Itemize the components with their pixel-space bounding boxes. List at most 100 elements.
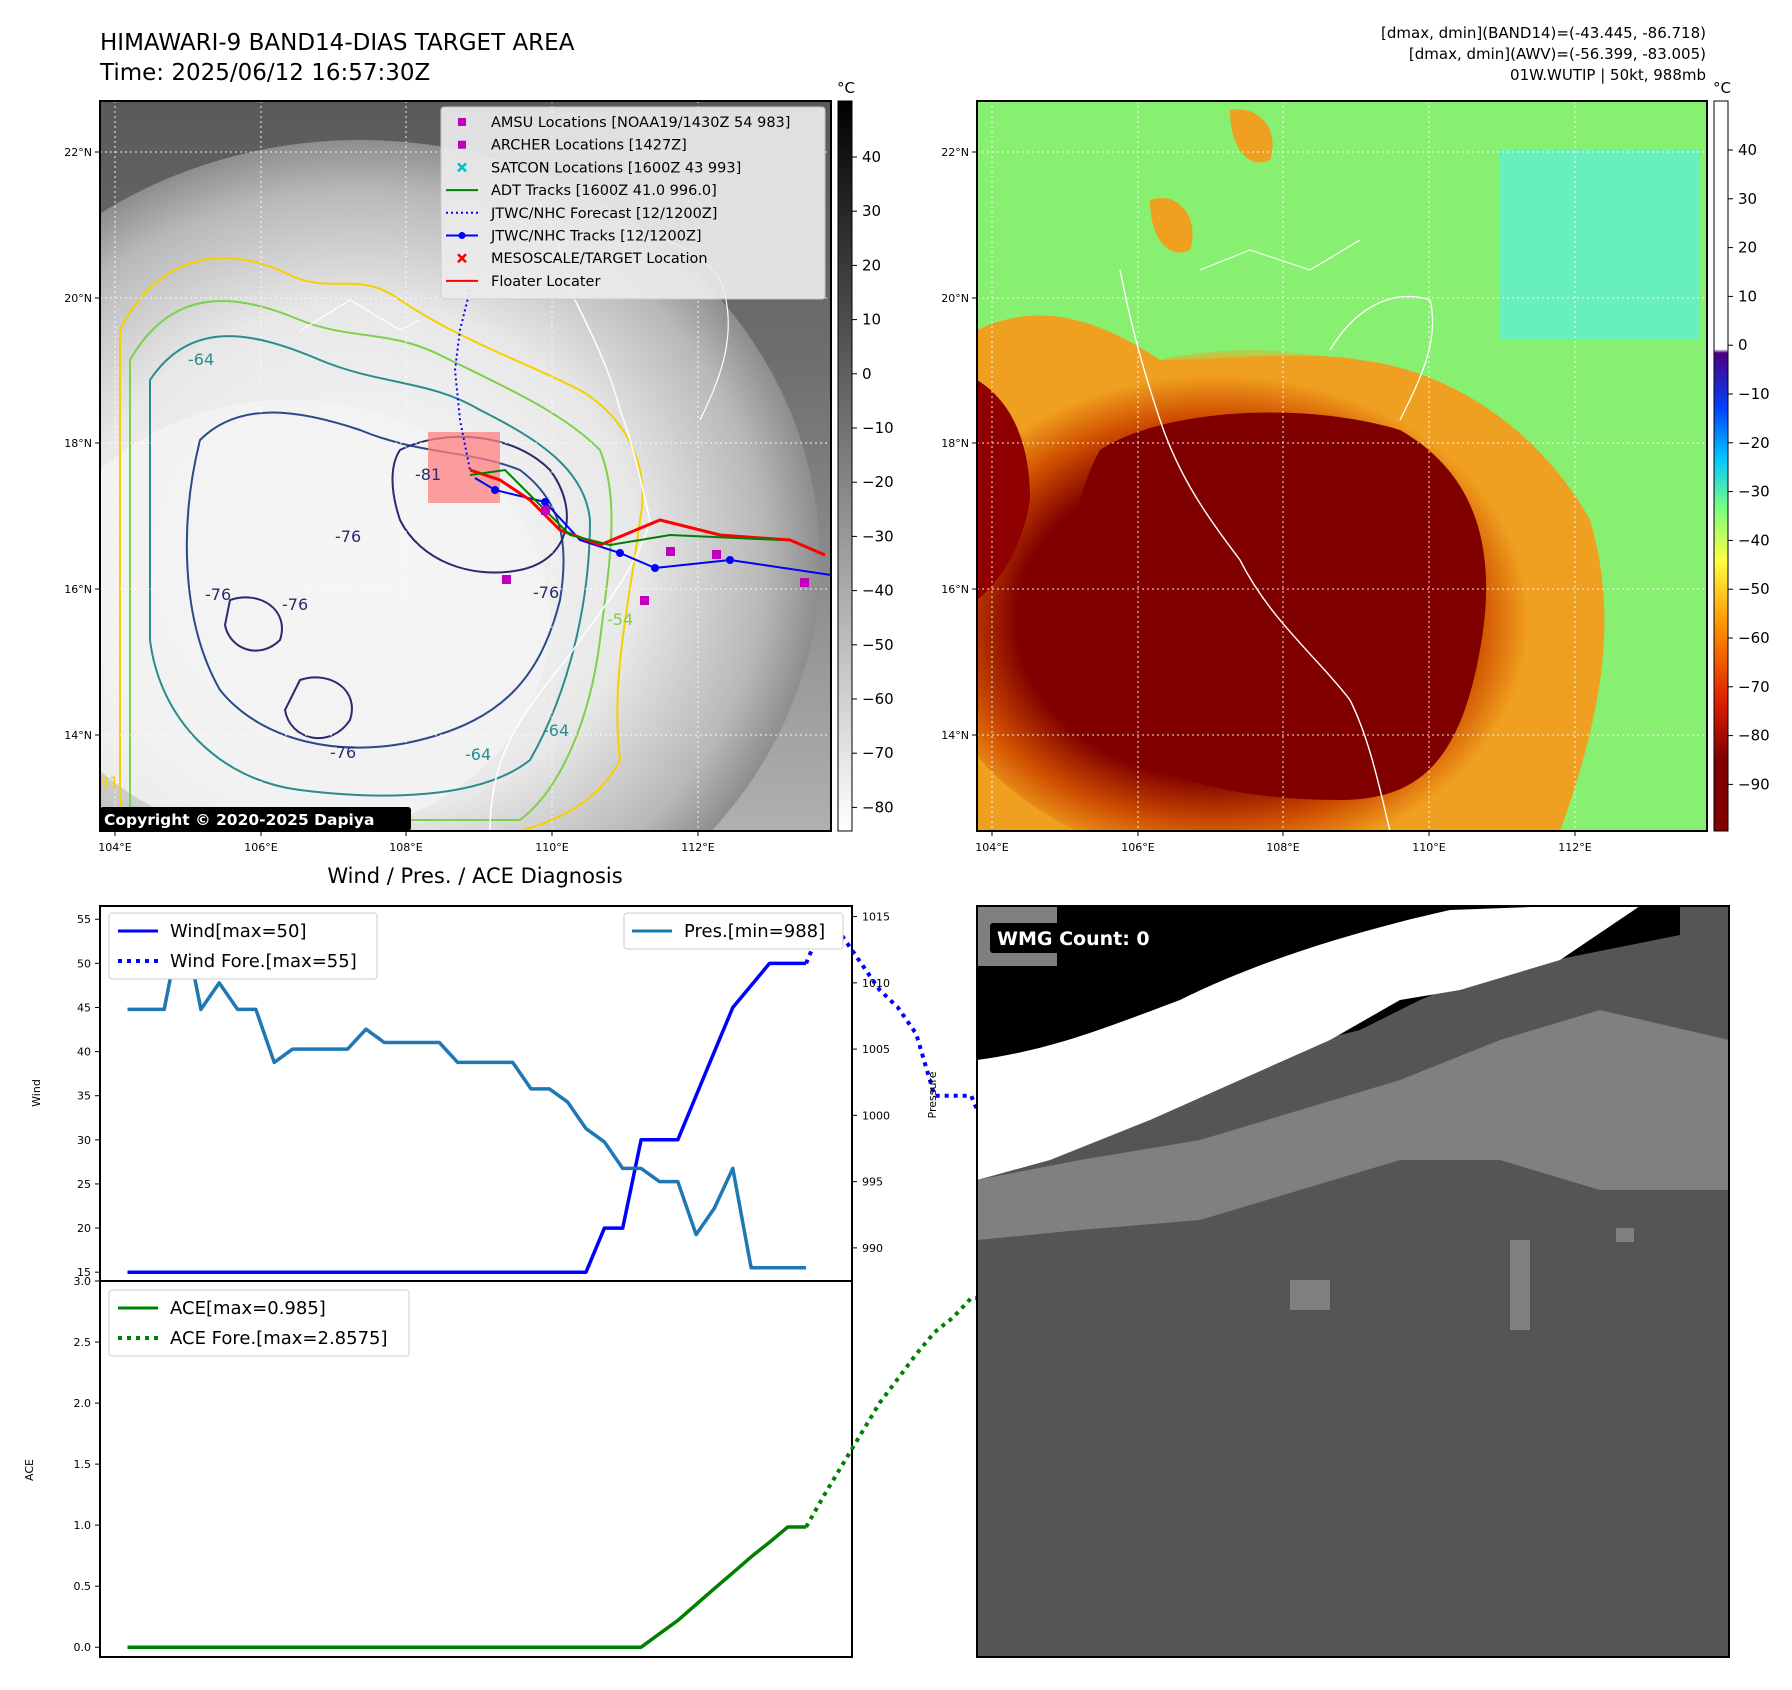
colorbar-tick-label: −60 <box>862 690 894 708</box>
legend-marker <box>458 140 466 149</box>
lon-tick-label: 110°E <box>1412 841 1445 854</box>
colorbar-tick-label: −90 <box>1738 775 1770 793</box>
awv-colorbar-unit: °C <box>1713 79 1731 97</box>
colorbar-tick-label: −70 <box>1738 678 1770 696</box>
pressure-tick-label: 990 <box>862 1242 883 1255</box>
lon-tick-label: 112°E <box>681 841 714 854</box>
colorbar-tick-label: −80 <box>1738 727 1770 745</box>
contour-label: -64 <box>543 721 569 740</box>
contour-label: -76 <box>282 595 308 614</box>
colorbar-tick-label: −20 <box>862 473 894 491</box>
contour-label: -64 <box>188 350 214 369</box>
lat-tick-label: 16°N <box>64 583 92 596</box>
wmg-count-label: WMG Count: 0 <box>997 928 1150 950</box>
ir-colorbar-unit: °C <box>837 79 855 97</box>
adt-track <box>469 468 781 547</box>
info-storm: 01W.WUTIP | 50kt, 988mb <box>1510 66 1706 84</box>
legend-marker <box>457 253 467 264</box>
legend-pressure: Pres.[min=988] <box>684 921 825 942</box>
legend-label: ARCHER Locations [1427Z] <box>491 138 687 154</box>
ace-tick-label: 0.0 <box>74 1641 92 1654</box>
wmg-panel: WMG Count: 0 <box>976 905 1730 1658</box>
colorbar-tick-label: 30 <box>1738 190 1757 208</box>
colorbar-tick-label: −60 <box>1738 629 1770 647</box>
colorbar-tick-label: −40 <box>1738 531 1770 549</box>
legend-label: JTWC/NHC Forecast [12/1200Z] <box>490 206 717 222</box>
diagnosis-title: Wind / Pres. / ACE Diagnosis <box>327 864 622 888</box>
lat-tick-label: 14°N <box>64 729 92 742</box>
contour-label: -76 <box>335 527 361 546</box>
wind-legend: Wind[max=50] Wind Fore.[max=55] <box>108 912 378 980</box>
colorbar-tick-label: −80 <box>862 798 894 816</box>
lat-tick-label: 22°N <box>64 146 92 159</box>
legend-entry: Floater Locater <box>446 274 600 290</box>
lat-tick-label: 16°N <box>941 583 969 596</box>
lon-tick-label: 108°E <box>1266 841 1299 854</box>
colorbar-tick-label: −10 <box>1738 385 1770 403</box>
wind-tick-label: 45 <box>77 1001 91 1014</box>
contour-label: -81 <box>415 465 441 484</box>
wind-tick-label: 40 <box>77 1046 91 1059</box>
pressure-tick-label: 995 <box>862 1176 883 1189</box>
lat-tick-label: 18°N <box>64 437 92 450</box>
colorbar-tick-label: 0 <box>1738 336 1748 354</box>
colorbar-tick-label: −50 <box>862 636 894 654</box>
contour-label: -76 <box>205 585 231 604</box>
pressure-tick-label: 1015 <box>862 911 890 924</box>
ace-tick-label: 1.0 <box>74 1519 92 1532</box>
legend-entry: SATCON Locations [1600Z 43 993] <box>457 160 741 176</box>
legend-label: Floater Locater <box>491 274 600 290</box>
legend-marker <box>457 162 467 173</box>
info-awv-range: [dmax, dmin](AWV)=(-56.399, -83.005) <box>1409 45 1706 63</box>
contour-labels: -81 -76 -76 -76 -76 -76 -64 -64 -54 -64 … <box>93 350 633 792</box>
ace-line <box>127 1525 807 1649</box>
wind-tick-label: 50 <box>77 957 91 970</box>
lon-tick-label: 112°E <box>1558 841 1591 854</box>
lon-tick-label: 104°E <box>975 841 1008 854</box>
pressure-axis-label: Pressure <box>926 1071 939 1118</box>
copyright-label: Copyright © 2020-2025 Dapiya <box>104 811 374 829</box>
wind-tick-label: 55 <box>77 913 91 926</box>
legend-label: ADT Tracks [1600Z 41.0 996.0] <box>491 183 717 199</box>
jtwc-forecast-track <box>453 289 471 471</box>
legend-marker-dot <box>458 232 466 239</box>
awv-map-panel: 104°E 106°E 108°E 110°E 112°E 22°N 20°N 18°N 16… <box>941 100 1708 854</box>
ir-colorbar: °C 40 30 20 10 0 −10 −20 −30 −40 −50 −60 −70 −80 <box>837 79 894 832</box>
contour-label: -76 <box>533 583 559 602</box>
contour-label: -81 <box>93 773 119 792</box>
ace-chart: 0.0 0.5 1.0 1.5 2.0 2.5 3.0 ACE ACE[max=0.985]… <box>23 1275 1008 1658</box>
colorbar-tick-label: 0 <box>862 365 872 383</box>
legend-marker <box>458 118 466 126</box>
lon-tick-label: 108°E <box>389 841 422 854</box>
wind-tick-label: 30 <box>77 1134 91 1147</box>
lat-tick-label: 14°N <box>941 729 969 742</box>
colorbar-tick-label: −40 <box>862 582 894 600</box>
ir-legend: AMSU Locations [NOAA19/1430Z 54 983] ARCH… <box>440 106 826 300</box>
lat-tick-label: 20°N <box>64 292 92 305</box>
legend-ace-forecast: ACE Fore.[max=2.8575] <box>170 1328 388 1349</box>
colorbar-tick-label: −70 <box>862 744 894 762</box>
ace-tick-label: 2.5 <box>74 1336 92 1349</box>
floater-track <box>469 468 826 557</box>
legend-entry: ARCHER Locations [1427Z] <box>458 138 687 154</box>
legend-entry: AMSU Locations [NOAA19/1430Z 54 983] <box>458 115 790 131</box>
legend-entry: MESOSCALE/TARGET Location <box>457 251 708 267</box>
wind-axis-label: Wind <box>30 1079 43 1107</box>
ace-tick-label: 3.0 <box>74 1275 92 1288</box>
colorbar-tick-label: 20 <box>862 256 881 274</box>
ir-map-panel: -81 -76 -76 -76 -76 -76 -64 -64 -54 -64 … <box>64 100 832 854</box>
ace-axis-label: ACE <box>23 1459 36 1481</box>
wind-tick-label: 35 <box>77 1090 91 1103</box>
lon-tick-label: 106°E <box>1121 841 1154 854</box>
ace-tick-label: 0.5 <box>74 1580 92 1593</box>
ace-legend: ACE[max=0.985] ACE Fore.[max=2.8575] <box>108 1289 410 1357</box>
legend-entry: JTWC/NHC Forecast [12/1200Z] <box>446 206 717 222</box>
legend-label: SATCON Locations [1600Z 43 993] <box>491 160 741 176</box>
legend-entry: ADT Tracks [1600Z 41.0 996.0] <box>446 183 717 199</box>
figure-time: Time: 2025/06/12 16:57:30Z <box>99 60 430 86</box>
contour-label: -64 <box>465 745 491 764</box>
colorbar-tick-label: −30 <box>1738 483 1770 501</box>
lat-tick-label: 20°N <box>941 292 969 305</box>
colorbar-tick-label: 30 <box>862 202 881 220</box>
legend-label: MESOSCALE/TARGET Location <box>491 251 708 267</box>
